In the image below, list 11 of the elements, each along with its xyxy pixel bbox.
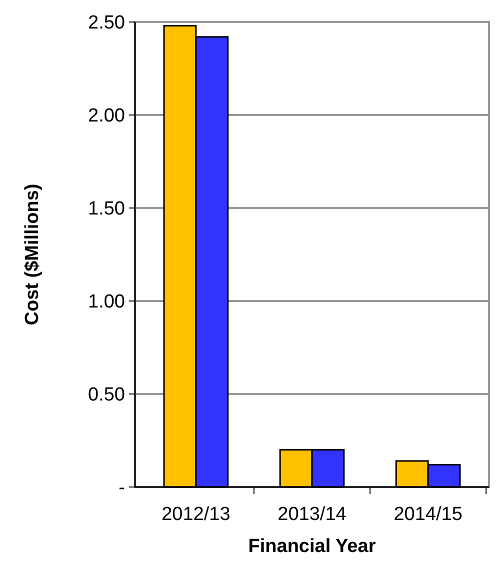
- y-tick-label: 2.00: [88, 106, 125, 127]
- y-tick-label: 2.50: [88, 12, 125, 34]
- x-axis-title: Financial Year: [248, 536, 376, 557]
- y-tick-label: 1.00: [88, 292, 125, 313]
- y-tick-label: -: [118, 478, 125, 499]
- x-tick-label: 2013/14: [278, 504, 347, 525]
- y-tick-label: 0.50: [88, 384, 125, 406]
- y-tick-label: 1.50: [88, 198, 125, 220]
- y-axis-title: Cost ($Millions): [22, 184, 43, 326]
- x-tick-label: 2012/13: [162, 504, 230, 525]
- x-tick-label: 2014/15: [394, 504, 462, 525]
